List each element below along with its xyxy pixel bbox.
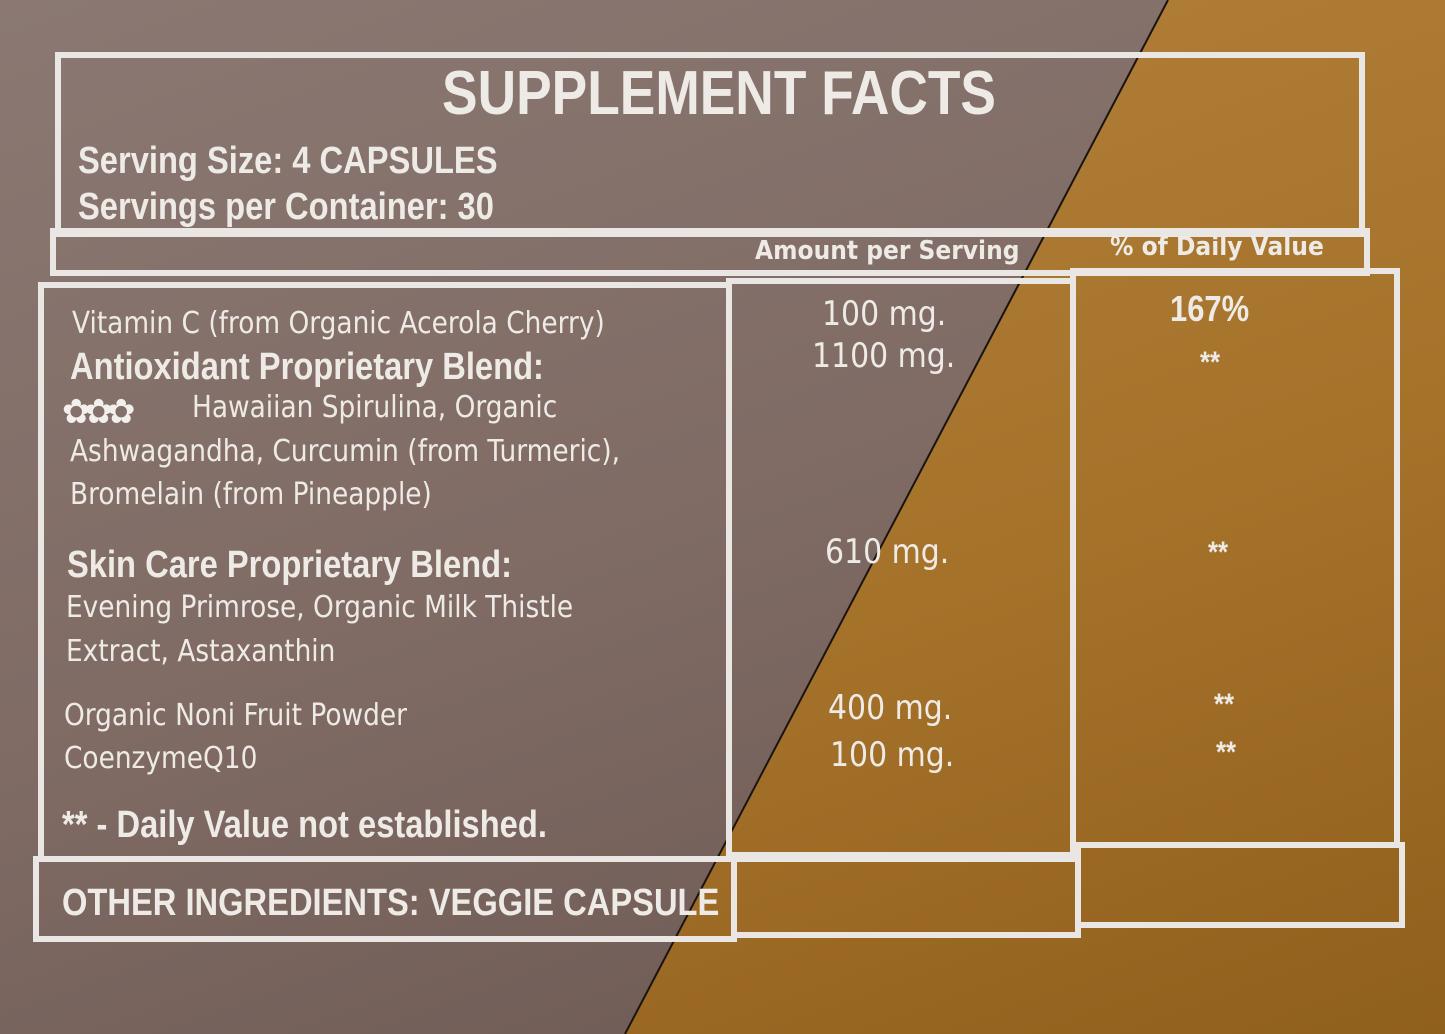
dv-value: 167% [1170,288,1250,329]
bottom-dv-cell [1075,842,1405,928]
dv-header: % of Daily Value [1110,232,1324,262]
dv-value: ** [1208,536,1229,569]
amount-value: 100 mg. [830,735,955,775]
blend-ingredients: Hawaiian Spirulina, Organic [192,390,558,425]
dv-value: ** [1216,736,1237,769]
page-title: SUPPLEMENT FACTS [442,59,996,128]
serving-size: Serving Size: 4 CAPSULES [78,140,498,182]
servings-per-container: Servings per Container: 30 [78,186,494,228]
header-box [55,52,1365,237]
dv-value: ** [1214,688,1235,721]
blend-ingredients: Evening Primrose, Organic Milk Thistle [66,590,574,625]
nutrient-name: CoenzymeQ10 [64,741,258,776]
blend-name: Antioxidant Proprietary Blend: [70,346,544,388]
hibiscus-flower-icon: ✿✿✿ [62,392,136,432]
bottom-amount-cell [731,852,1081,938]
blend-ingredients: Bromelain (from Pineapple) [70,477,432,512]
amount-value: 1100 mg. [812,336,956,376]
blend-name: Skin Care Proprietary Blend: [67,544,512,586]
nutrient-name: Vitamin C (from Organic Acerola Cherry) [72,306,605,341]
nutrient-name: Organic Noni Fruit Powder [64,698,407,733]
dv-value: ** [1200,346,1221,379]
other-ingredients: OTHER INGREDIENTS: VEGGIE CAPSULE [62,882,720,924]
footnote: ** - Daily Value not established. [62,804,547,846]
amount-header: Amount per Serving [755,236,1020,266]
blend-ingredients: Ashwagandha, Curcumin (from Turmeric), [70,434,621,469]
column-header-row [50,228,1370,276]
amount-value: 400 mg. [828,688,953,728]
amount-value: 610 mg. [825,532,950,572]
amount-value: 100 mg. [822,294,947,334]
blend-ingredients: Extract, Astaxanthin [66,634,336,669]
